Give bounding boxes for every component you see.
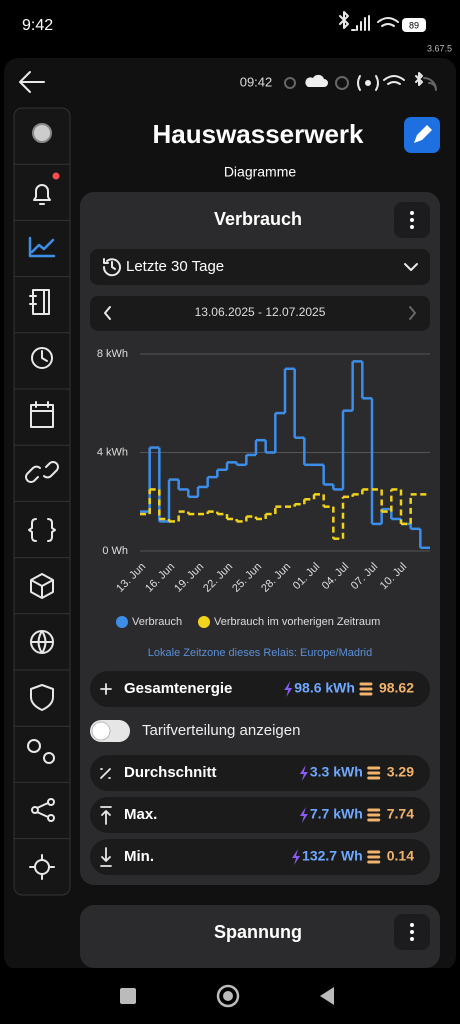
bolt-icon xyxy=(299,765,308,781)
legend-label[interactable]: Verbrauch im vorherigen Zeitraum xyxy=(214,616,380,628)
stat-energy: 7.7 kWh xyxy=(310,806,363,822)
legend-label[interactable]: Verbrauch xyxy=(132,616,182,628)
sidebar-item[interactable] xyxy=(28,236,56,258)
stat-energy: 98.6 kWh xyxy=(294,680,355,696)
toggle-label: Tarifverteilung anzeigen xyxy=(142,722,300,739)
page-title: Hauswasserwerk xyxy=(152,119,364,149)
menu-dots xyxy=(410,923,414,941)
sidebar-item[interactable] xyxy=(33,184,51,205)
bolt-icon xyxy=(299,807,308,823)
timezone-note: Lokale Zeitzone dieses Relais: Europe/Ma… xyxy=(148,647,372,659)
prev-button[interactable] xyxy=(104,306,111,320)
stat-row xyxy=(90,839,430,875)
legend-swatch xyxy=(198,616,210,628)
stat-icon xyxy=(100,847,112,867)
stat-cost: 98.62 xyxy=(379,680,414,696)
coin-icon xyxy=(367,766,381,780)
stat-label: Durchschnitt xyxy=(124,764,217,781)
app-time: 09:42 xyxy=(240,74,273,89)
page-subtitle: Diagramme xyxy=(224,164,297,180)
range-dropdown[interactable] xyxy=(90,249,430,285)
range-label: Letzte 30 Tage xyxy=(126,258,224,275)
card xyxy=(80,192,440,885)
stat-row xyxy=(90,671,430,707)
status-bar xyxy=(0,0,460,58)
sidebar-item[interactable] xyxy=(30,684,54,711)
battery xyxy=(402,18,426,32)
stat-row xyxy=(90,797,430,833)
sidebar-item[interactable] xyxy=(31,798,55,822)
next-card xyxy=(80,905,440,968)
stat-cost: 3.29 xyxy=(387,764,414,780)
stat-label: Min. xyxy=(124,848,154,865)
y-tick-label: 8 kWh xyxy=(97,348,128,360)
nav-back[interactable] xyxy=(320,987,334,1005)
stats: Gesamtenergie 98.62 98.6 kWh Durchschnitt 3.… xyxy=(90,671,430,875)
bolt-icon xyxy=(284,681,293,697)
notification-dot xyxy=(52,172,60,180)
coin-icon xyxy=(367,808,381,822)
sidebar-item[interactable] xyxy=(30,630,54,654)
battery-level: 89 xyxy=(409,20,419,30)
sidebar-item[interactable] xyxy=(29,854,55,880)
legend-swatch xyxy=(116,616,128,628)
sidebar-item[interactable] xyxy=(29,289,50,315)
nav-recents[interactable] xyxy=(120,988,136,1004)
stat-cost: 7.74 xyxy=(387,806,414,822)
nav-home-dot xyxy=(223,991,233,1001)
sidebar-item[interactable] xyxy=(28,518,56,542)
next-button[interactable] xyxy=(409,306,416,320)
next-card-title: Spannung xyxy=(214,922,302,942)
stat-icon xyxy=(100,806,112,825)
history-icon xyxy=(102,258,121,277)
date-range: 13.06.2025 - 12.07.2025 xyxy=(195,305,326,319)
sidebar-item[interactable] xyxy=(31,347,53,369)
version: 3.67.5 xyxy=(427,43,452,53)
bolt-icon xyxy=(292,849,301,865)
date-navigator xyxy=(90,296,430,331)
edit-icon xyxy=(414,125,432,143)
coin-icon xyxy=(359,682,373,696)
sidebar-item[interactable] xyxy=(27,739,55,764)
y-tick-label: 4 kWh xyxy=(97,446,128,458)
sidebar-item[interactable] xyxy=(32,123,52,143)
y-tick-label: 0 Wh xyxy=(102,545,128,557)
dropdown-chevron xyxy=(404,263,418,271)
sidebar-item[interactable] xyxy=(25,461,59,483)
stat-icon xyxy=(100,768,111,779)
stat-energy: 132.7 Wh xyxy=(302,848,363,864)
stat-energy: 3.3 kWh xyxy=(310,764,363,780)
card-title: Verbrauch xyxy=(214,209,302,229)
nav-home[interactable] xyxy=(216,984,240,1008)
status-time: 9:42 xyxy=(22,17,53,34)
coin-icon xyxy=(367,850,381,864)
stat-row xyxy=(90,755,430,791)
sidebar-item[interactable] xyxy=(30,573,54,599)
back-button[interactable] xyxy=(19,71,45,93)
stat-cost: 0.14 xyxy=(387,848,414,864)
stat-label: Gesamtenergie xyxy=(124,680,232,697)
stat-label: Max. xyxy=(124,806,157,823)
app-bar-icons xyxy=(284,72,437,91)
stat-icon xyxy=(100,683,112,695)
sidebar xyxy=(13,107,71,896)
sidebar-item[interactable] xyxy=(30,401,54,428)
toggle-knob xyxy=(91,721,111,741)
status-icons xyxy=(339,11,399,31)
menu-dots xyxy=(410,211,414,229)
